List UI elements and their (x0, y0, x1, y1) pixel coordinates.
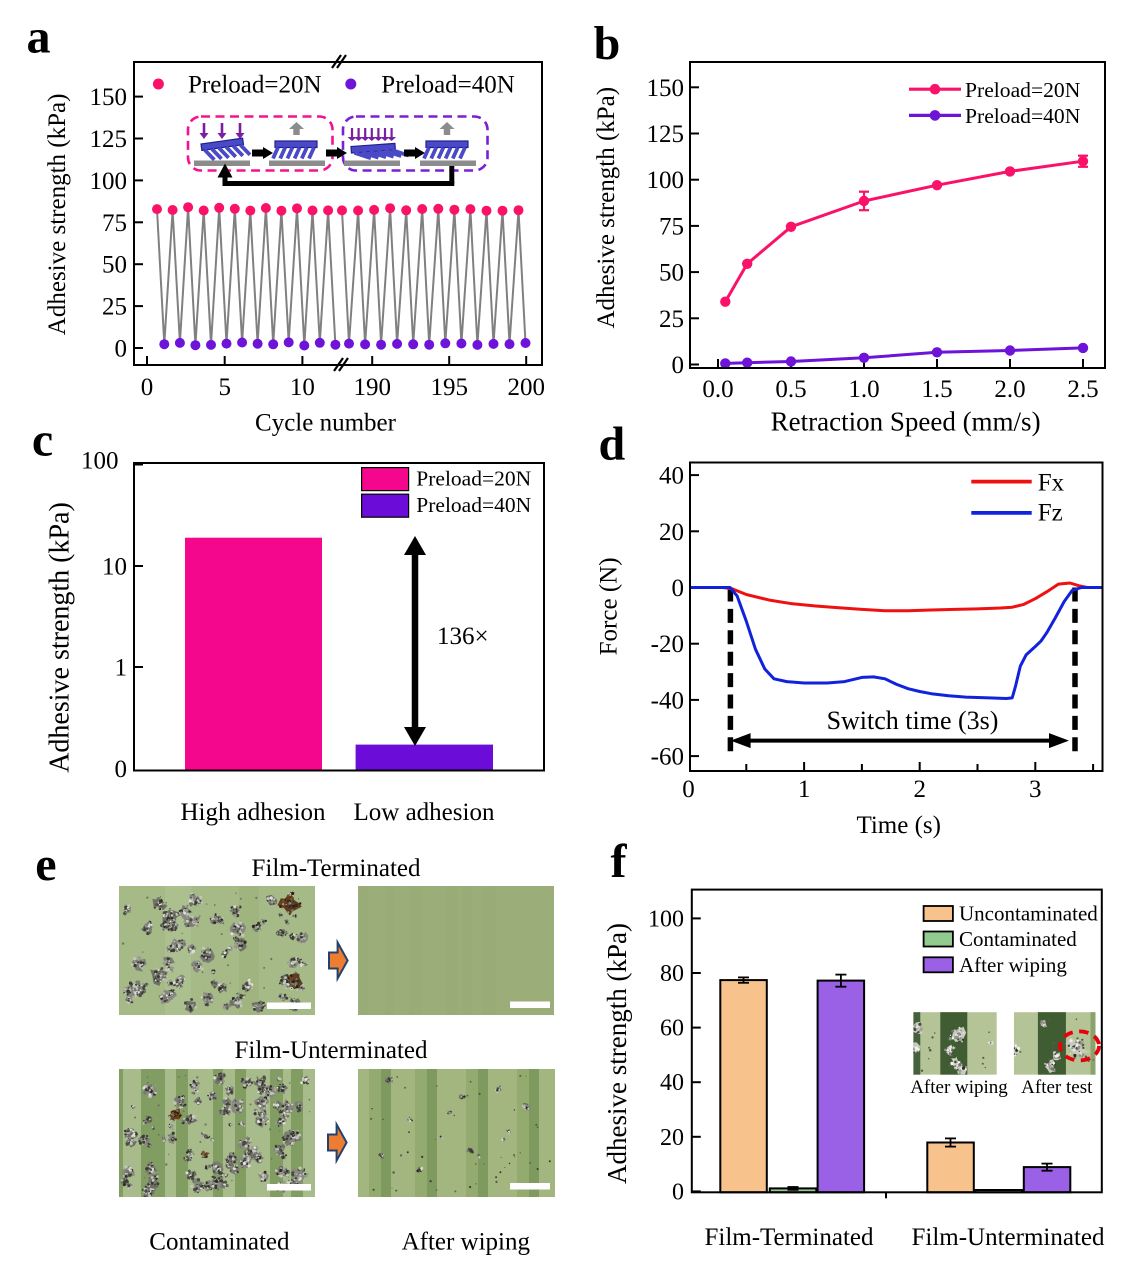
svg-text:After wiping: After wiping (402, 1229, 531, 1256)
svg-text:50: 50 (102, 252, 127, 279)
svg-text:200: 200 (507, 374, 545, 401)
svg-text:40: 40 (660, 1070, 684, 1096)
svg-text:Adhesive strength (kPa): Adhesive strength (kPa) (44, 502, 75, 773)
svg-text:Low adhesion: Low adhesion (354, 799, 495, 826)
svg-text:0: 0 (115, 756, 128, 783)
svg-text:80: 80 (660, 961, 684, 987)
svg-text:10: 10 (102, 554, 127, 581)
svg-text:0: 0 (115, 336, 128, 363)
svg-text:Force (N): Force (N) (596, 557, 623, 655)
svg-text:100: 100 (90, 168, 128, 195)
svg-text:125: 125 (90, 126, 128, 153)
svg-text:-20: -20 (651, 631, 684, 658)
svg-text:125: 125 (647, 121, 685, 148)
svg-text:Time (s): Time (s) (856, 812, 941, 839)
svg-text:60: 60 (660, 1016, 684, 1042)
svg-text:0: 0 (682, 776, 695, 803)
svg-text:1: 1 (798, 776, 811, 803)
svg-text:After wiping: After wiping (910, 1077, 1008, 1098)
svg-text:50: 50 (659, 260, 684, 287)
svg-text:10: 10 (290, 374, 315, 401)
svg-text:1: 1 (115, 655, 128, 682)
svg-text:100: 100 (81, 448, 119, 475)
svg-text:5: 5 (218, 374, 231, 401)
svg-text:2.0: 2.0 (994, 376, 1025, 403)
svg-text:-40: -40 (651, 687, 684, 714)
svg-text:20: 20 (660, 1125, 684, 1151)
svg-text:Contaminated: Contaminated (149, 1229, 290, 1256)
svg-text:Film-Unterminated: Film-Unterminated (911, 1224, 1105, 1251)
svg-text:a: a (27, 11, 51, 64)
svg-text:-60: -60 (651, 744, 684, 771)
svg-text:b: b (594, 17, 621, 70)
svg-text:Switch time (3s): Switch time (3s) (827, 706, 999, 735)
svg-text:Preload=20N: Preload=20N (188, 72, 322, 99)
svg-text:Retraction Speed (mm/s): Retraction Speed (mm/s) (771, 407, 1041, 437)
svg-text:75: 75 (659, 213, 684, 240)
svg-text:Preload=40N: Preload=40N (381, 72, 515, 99)
svg-text:2: 2 (913, 776, 926, 803)
svg-text:Preload=40N: Preload=40N (416, 493, 531, 517)
svg-text:Preload=20N: Preload=20N (416, 467, 531, 491)
svg-text:Film-Unterminated: Film-Unterminated (234, 1037, 428, 1064)
svg-text:0: 0 (141, 374, 154, 401)
svg-text:25: 25 (102, 294, 127, 321)
svg-text:150: 150 (647, 75, 685, 102)
svg-text:Fx: Fx (1038, 470, 1065, 497)
svg-text:195: 195 (430, 374, 468, 401)
svg-text:High adhesion: High adhesion (180, 799, 326, 826)
svg-text:c: c (32, 414, 53, 467)
svg-text:Film-Terminated: Film-Terminated (251, 855, 421, 882)
svg-text:f: f (611, 835, 628, 888)
svg-text:After test: After test (1021, 1077, 1093, 1098)
svg-text:75: 75 (102, 210, 127, 237)
svg-text:0: 0 (672, 1179, 684, 1205)
svg-text:0: 0 (672, 575, 685, 602)
svg-text:After wiping: After wiping (959, 953, 1067, 977)
svg-text:Fz: Fz (1038, 500, 1063, 527)
svg-text:Preload=20N: Preload=20N (965, 78, 1081, 102)
svg-text:136×: 136× (437, 623, 489, 650)
svg-text:1.0: 1.0 (848, 376, 879, 403)
svg-text:Contaminated: Contaminated (959, 927, 1077, 951)
svg-text:Cycle number: Cycle number (255, 410, 397, 437)
svg-text:100: 100 (647, 167, 685, 194)
svg-text:25: 25 (659, 306, 684, 333)
svg-text:190: 190 (353, 374, 391, 401)
svg-text:0.5: 0.5 (775, 376, 806, 403)
svg-text:Adhesive strength (kPa): Adhesive strength (kPa) (44, 94, 71, 336)
svg-text:d: d (598, 418, 625, 471)
svg-text:e: e (35, 838, 56, 891)
svg-text:0.0: 0.0 (702, 376, 733, 403)
svg-text:Adhesive strength (kPa): Adhesive strength (kPa) (593, 87, 620, 329)
svg-text:1.5: 1.5 (921, 376, 952, 403)
svg-text:100: 100 (648, 906, 684, 932)
svg-text:0: 0 (672, 352, 685, 379)
svg-text:40: 40 (659, 463, 684, 490)
svg-text:3: 3 (1029, 776, 1042, 803)
svg-text:Preload=40N: Preload=40N (965, 104, 1081, 128)
svg-text:2.5: 2.5 (1067, 376, 1098, 403)
svg-text:20: 20 (659, 519, 684, 546)
svg-text:Uncontaminated: Uncontaminated (959, 902, 1098, 926)
svg-text:150: 150 (90, 84, 128, 111)
svg-text:Adhesive strength (kPa): Adhesive strength (kPa) (602, 923, 632, 1184)
svg-text:Film-Terminated: Film-Terminated (704, 1224, 874, 1251)
